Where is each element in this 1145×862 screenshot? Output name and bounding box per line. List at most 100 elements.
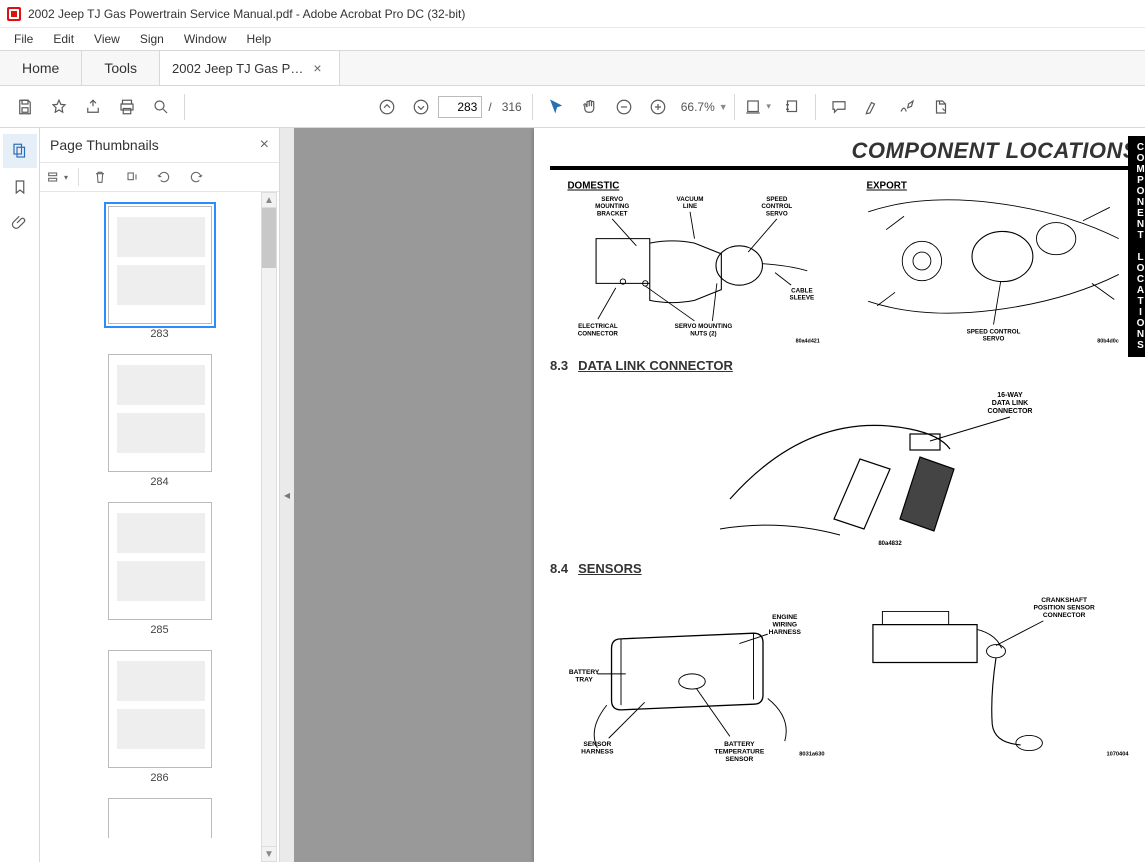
menu-help[interactable]: Help (239, 30, 280, 48)
toolbar-separator (815, 94, 816, 120)
scroll-up-icon[interactable]: ▲ (261, 192, 277, 208)
highlight-icon[interactable] (856, 90, 890, 124)
menu-sign[interactable]: Sign (132, 30, 172, 48)
tab-home[interactable]: Home (0, 51, 82, 85)
menu-window[interactable]: Window (176, 30, 235, 48)
toolbar: / 316 66.7% ▼ ▾ (0, 86, 1145, 128)
figure-domestic: DOMESTIC SERVOMOUNTINGBRACKET VACUUMLINE… (550, 176, 839, 346)
thumbnails-title: Page Thumbnails (50, 137, 159, 153)
toolbar-separator (532, 94, 533, 120)
fit-width-icon[interactable]: ▾ (741, 90, 775, 124)
svg-text:CRANKSHAFTPOSITION SENSORCONNE: CRANKSHAFTPOSITION SENSORCONNECTOR (1033, 597, 1095, 619)
svg-text:SPEED CONTROLSERVO: SPEED CONTROLSERVO (967, 328, 1021, 342)
thumbnail-number: 284 (150, 476, 168, 488)
pdf-icon (6, 6, 22, 22)
close-tab-icon[interactable]: × (313, 60, 321, 76)
svg-text:DOMESTIC: DOMESTIC (567, 181, 619, 192)
section-heading: 8.3DATA LINK CONNECTOR (550, 358, 1138, 373)
zoom-in-icon[interactable] (641, 90, 675, 124)
print-icon[interactable] (110, 90, 144, 124)
menu-view[interactable]: View (86, 30, 128, 48)
thumbnail-item-partial[interactable] (108, 798, 212, 838)
svg-text:80a4832: 80a4832 (878, 541, 902, 547)
svg-text:SENSORHARNESS: SENSORHARNESS (581, 741, 614, 756)
page-number-input[interactable] (438, 96, 482, 118)
page-display-icon[interactable] (775, 90, 809, 124)
window-title: 2002 Jeep TJ Gas Powertrain Service Manu… (28, 7, 465, 21)
thumbnail-item[interactable]: 283 (101, 206, 219, 346)
rotate-pages-icon[interactable] (121, 166, 143, 188)
svg-text:SERVOMOUNTINGBRACKET: SERVOMOUNTINGBRACKET (595, 196, 629, 217)
find-icon[interactable] (144, 90, 178, 124)
save-icon[interactable] (8, 90, 42, 124)
svg-text:SERVO MOUNTINGNUTS (2): SERVO MOUNTINGNUTS (2) (675, 323, 733, 337)
svg-text:16-WAYDATA LINKCONNECTOR: 16-WAYDATA LINKCONNECTOR (988, 392, 1033, 415)
svg-text:BATTERYTRAY: BATTERYTRAY (569, 669, 600, 684)
svg-text:SPEEDCONTROLSERVO: SPEEDCONTROLSERVO (761, 196, 792, 217)
menu-edit[interactable]: Edit (45, 30, 82, 48)
svg-text:ELECTRICALCONNECTOR: ELECTRICALCONNECTOR (578, 323, 619, 337)
title-bar: 2002 Jeep TJ Gas Powertrain Service Manu… (0, 0, 1145, 28)
toolbar-separator (734, 94, 735, 120)
thumbnails-scrollbar[interactable]: ▲ ▼ (261, 192, 277, 862)
thumbnail-item[interactable]: 285 (101, 502, 219, 642)
zoom-out-icon[interactable] (607, 90, 641, 124)
rotate-ccw-icon[interactable] (153, 166, 175, 188)
thumbnail-item[interactable]: 286 (101, 650, 219, 790)
thumbnails-list: 283 284 285 286 ▲ ▼ (40, 192, 279, 862)
svg-text:BATTERYTEMPERATURESENSOR: BATTERYTEMPERATURESENSOR (714, 741, 764, 762)
page-total: 316 (502, 100, 522, 114)
nav-rail (0, 128, 40, 862)
scroll-down-icon[interactable]: ▼ (261, 846, 277, 862)
page-up-icon[interactable] (370, 90, 404, 124)
figure-crankshaft-sensor: CRANKSHAFTPOSITION SENSORCONNECTOR 10704… (854, 582, 1138, 762)
pdf-page: COMPONENT LOCATIONS COMPONENT LOCATIONS … (534, 128, 1145, 862)
thumbnails-panel: Page Thumbnails × ▾ 283 284 285 286 (40, 128, 280, 862)
tab-row: Home Tools 2002 Jeep TJ Gas P… × (0, 50, 1145, 86)
main-area: Page Thumbnails × ▾ 283 284 285 286 (0, 128, 1145, 862)
thumbnail-number: 286 (150, 772, 168, 784)
section-heading: 8.4SENSORS (550, 561, 1138, 576)
page-separator: / (488, 100, 491, 114)
page-title: COMPONENT LOCATIONS (550, 138, 1138, 170)
rotate-cw-icon[interactable] (185, 166, 207, 188)
svg-text:1070404: 1070404 (1106, 751, 1129, 757)
svg-text:EXPORT: EXPORT (866, 181, 906, 192)
delete-icon[interactable] (89, 166, 111, 188)
tab-document[interactable]: 2002 Jeep TJ Gas P… × (160, 51, 340, 85)
options-icon[interactable]: ▾ (46, 166, 68, 188)
menu-file[interactable]: File (6, 30, 41, 48)
bookmarks-rail-icon[interactable] (3, 170, 37, 204)
svg-text:VACUUMLINE: VACUUMLINE (677, 196, 704, 210)
select-tool-icon[interactable] (539, 90, 573, 124)
svg-text:80b4d0c: 80b4d0c (1097, 338, 1118, 344)
collapse-panel-icon[interactable]: ◂ (280, 128, 294, 862)
comment-icon[interactable] (822, 90, 856, 124)
scroll-handle[interactable] (262, 208, 276, 268)
tab-tools[interactable]: Tools (82, 51, 160, 85)
figure-export: EXPORT SPEED CONTROLSERVO 80b4d0c (849, 176, 1138, 346)
stamp-icon[interactable] (924, 90, 958, 124)
hand-tool-icon[interactable] (573, 90, 607, 124)
svg-text:80a4d421: 80a4d421 (796, 338, 820, 344)
figure-data-link: 16-WAYDATA LINKCONNECTOR 80a4832 (710, 379, 1070, 549)
svg-text:ENGINEWIRINGHARNESS: ENGINEWIRINGHARNESS (769, 614, 802, 636)
thumbnail-number: 283 (150, 328, 168, 340)
close-panel-icon[interactable]: × (260, 136, 269, 154)
zoom-dropdown-icon[interactable]: ▼ (719, 102, 728, 112)
star-icon[interactable] (42, 90, 76, 124)
sign-icon[interactable] (890, 90, 924, 124)
document-canvas[interactable]: COMPONENT LOCATIONS COMPONENT LOCATIONS … (294, 128, 1145, 862)
tab-document-label: 2002 Jeep TJ Gas P… (172, 61, 303, 76)
share-icon[interactable] (76, 90, 110, 124)
menu-bar: File Edit View Sign Window Help (0, 28, 1145, 50)
toolbar-separator (184, 94, 185, 120)
thumbnails-rail-icon[interactable] (3, 134, 37, 168)
thumbnails-toolbar: ▾ (40, 162, 279, 192)
attachments-rail-icon[interactable] (3, 206, 37, 240)
page-down-icon[interactable] (404, 90, 438, 124)
svg-text:CABLESLEEVE: CABLESLEEVE (790, 287, 815, 301)
svg-text:8031a630: 8031a630 (799, 751, 824, 757)
thumbnail-number: 285 (150, 624, 168, 636)
thumbnail-item[interactable]: 284 (101, 354, 219, 494)
